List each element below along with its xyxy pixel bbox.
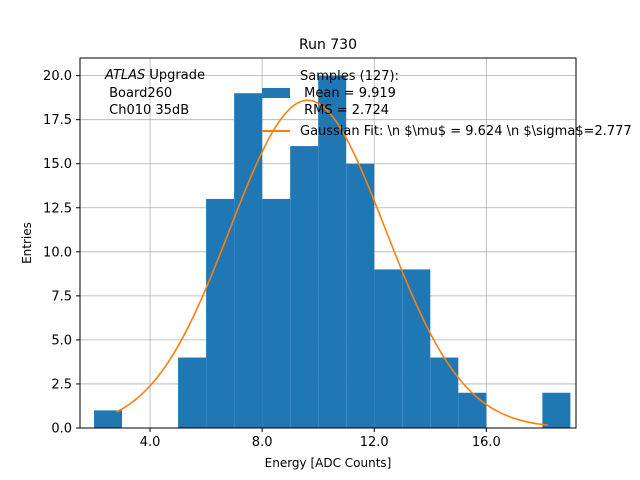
annotation-atlas: ATLAS xyxy=(104,68,145,83)
annotation-line-2: Board260 xyxy=(105,86,172,101)
x-axis-ticks: 4.0 8.0 12.0 16.0 xyxy=(140,428,501,450)
histogram-bar-0 xyxy=(94,410,123,428)
y-tick-label-6: 15.0 xyxy=(43,157,72,172)
histogram-bar-6 xyxy=(262,198,291,428)
histogram-bar-13 xyxy=(458,392,487,428)
y-tick-label-0: 0.0 xyxy=(51,422,72,437)
histogram-bar-8 xyxy=(318,75,347,428)
x-tick-label-2: 12.0 xyxy=(360,435,389,450)
y-tick-label-8: 20.0 xyxy=(43,69,72,84)
legend-samples-line-3: RMS = 2.724 xyxy=(300,103,389,118)
histogram-bar-11 xyxy=(402,269,431,428)
atlas-annotation: ATLAS Upgrade Board260 Ch010 35dB xyxy=(104,68,205,118)
histogram-bar-5 xyxy=(234,93,263,428)
annotation-line-1: ATLAS Upgrade xyxy=(104,68,205,83)
histogram-bar-12 xyxy=(430,357,459,428)
x-tick-label-3: 16.0 xyxy=(472,435,501,450)
x-tick-label-0: 4.0 xyxy=(140,435,161,450)
y-tick-label-4: 10.0 xyxy=(43,245,72,260)
annotation-upgrade: Upgrade xyxy=(145,68,205,83)
histogram-bar-7 xyxy=(290,146,319,428)
plot-frame xyxy=(79,57,577,429)
y-tick-label-1: 2.5 xyxy=(51,377,72,392)
histogram-bar-4 xyxy=(206,198,235,428)
x-tick-label-1: 8.0 xyxy=(252,435,273,450)
legend-samples-line-1: Samples (127): xyxy=(300,69,399,84)
chart-title: Run 730 xyxy=(299,37,357,53)
histogram-bar-10 xyxy=(374,269,403,428)
x-axis-label: Energy [ADC Counts] xyxy=(265,456,392,470)
y-tick-label-5: 12.5 xyxy=(43,201,72,216)
histogram-bar-16 xyxy=(542,392,571,428)
gaussian-fit-layer xyxy=(116,99,549,427)
y-axis-ticks: 0.0 2.5 5.0 7.5 10.0 12.5 15.0 17.5 20.0 xyxy=(43,69,80,437)
histogram-bar-3 xyxy=(178,357,207,428)
annotation-line-3: Ch010 35dB xyxy=(105,103,189,118)
legend-fit-label: Gaussian Fit: \n $\mu$ = 9.624 \n $\sigm… xyxy=(300,124,632,139)
histogram-bars xyxy=(94,75,571,428)
y-tick-label-2: 5.0 xyxy=(51,333,72,348)
y-axis-label: Entries xyxy=(20,222,34,264)
y-tick-label-7: 17.5 xyxy=(43,113,72,128)
legend-samples-line-2: Mean = 9.919 xyxy=(300,86,396,101)
legend: Samples (127): Mean = 9.919 RMS = 2.724 … xyxy=(262,69,632,139)
histogram-bar-9 xyxy=(346,163,375,428)
gaussian-fit-curve xyxy=(116,99,549,427)
y-tick-label-3: 7.5 xyxy=(51,289,72,304)
legend-samples-swatch xyxy=(262,88,290,98)
